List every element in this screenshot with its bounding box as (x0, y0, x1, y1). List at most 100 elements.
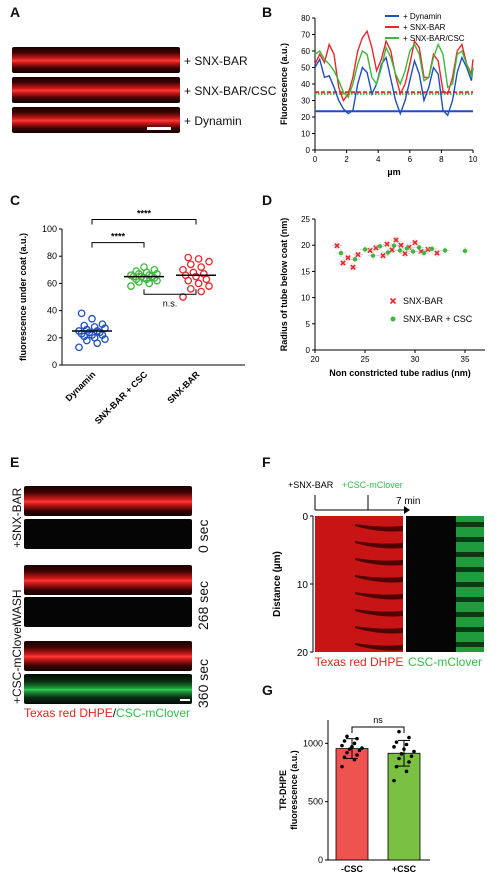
y-tick-label: 25 (301, 215, 310, 224)
panel-letter-a: A (10, 4, 21, 20)
y-tick-label: 0 (52, 360, 57, 370)
data-point (412, 239, 418, 246)
micrograph-snx-bar (12, 47, 180, 73)
kymo-dark-band (355, 626, 403, 634)
data-point (394, 764, 399, 769)
y-tick-label: 70 (301, 31, 310, 40)
y-tick-label: 80 (47, 251, 57, 261)
caption-f-green: CSC-mClover (408, 655, 482, 669)
caption-e-sep: / (112, 706, 117, 720)
data-point (392, 778, 396, 783)
y-tick-label: 1000 (303, 738, 323, 748)
data-point (384, 241, 390, 247)
x-tick-label: -CSC (341, 864, 363, 874)
x-tick-label: 20 (311, 355, 320, 364)
data-point (402, 250, 408, 257)
legend-label-1: SNX-BAR + CSC (403, 314, 473, 324)
kymo-dark-band (355, 558, 403, 566)
data-point (393, 237, 399, 243)
x-tick-label: +CSC (392, 864, 417, 874)
y-tick-label: 20 (47, 333, 57, 343)
legend-label-2: + SNX-BAR/CSC (403, 34, 465, 43)
kymo-dark-band (355, 643, 403, 651)
panel-letter-f: F (262, 454, 271, 470)
panel-letter-d: D (262, 192, 273, 208)
y-tick-label: 40 (47, 306, 57, 316)
data-point (357, 748, 362, 753)
x-tick-label: 6 (408, 155, 413, 164)
data-point (352, 257, 358, 262)
x-tick-label: SNX-BAR (165, 369, 201, 405)
y-tick-label: 5 (306, 320, 311, 329)
panel-letter-b: B (262, 4, 273, 20)
legend-marker-0 (389, 297, 397, 305)
data-point (398, 242, 404, 248)
time-label: 7 min (396, 496, 420, 507)
kymo-dark-band (355, 541, 403, 549)
data-point (355, 753, 359, 757)
y-axis-label-line-2: fluorescence (a.u.) (289, 750, 299, 830)
kymo-green-band (456, 522, 484, 527)
y-axis-label: Fluorescence (a.u.) (279, 43, 289, 125)
data-point (347, 747, 352, 751)
y-tick-label: 20 (297, 648, 309, 659)
chart-f: +SNX-BAR +CSC-mClover 7 min 0 10 20 Distance (… (272, 480, 484, 669)
legend-marker-1 (390, 316, 396, 322)
x-tick-label: 0 (313, 155, 318, 164)
kymo-green-band (456, 642, 484, 647)
data-point (194, 279, 203, 288)
chart-d: 0 5 10 15 20 25 20 25 30 35 Non constricted tube r… (279, 215, 485, 378)
data-point (377, 244, 383, 249)
x-tick-label: 4 (376, 155, 381, 164)
kymo-green-band (456, 537, 484, 542)
micrograph-e-black-1 (24, 519, 192, 549)
data-point (404, 769, 409, 774)
kymo-green-band (456, 612, 484, 617)
data-point (352, 757, 357, 762)
kymo-green-band (456, 627, 484, 632)
micrograph-e-black-2 (24, 597, 192, 627)
kymo-green-band (456, 597, 484, 602)
data-point (407, 760, 411, 764)
kymo-dark-band (355, 524, 403, 532)
data-point (345, 734, 349, 739)
data-point (186, 260, 195, 269)
series-line-0 (314, 55, 474, 117)
bar-0 (335, 748, 369, 861)
label-snx-bar-csc: + SNX-BAR/CSC (184, 84, 277, 98)
data-point (340, 260, 346, 266)
data-point (345, 750, 349, 755)
y-tick-label: 0 (306, 146, 311, 155)
bar-1 (387, 752, 421, 861)
y-axis-label-line-1: TR-DHPE (278, 770, 288, 810)
data-point (425, 246, 431, 253)
row-label-csc-mclover: +CSC-mClover (10, 622, 24, 704)
data-point (385, 250, 391, 255)
data-point (150, 265, 159, 274)
micrograph-e-red-1 (24, 486, 192, 516)
data-point (352, 741, 357, 746)
y-tick-label: 10 (301, 130, 310, 139)
row-label-wash: WASH (10, 589, 24, 625)
y-tick-label: 10 (297, 580, 309, 591)
caption-f-red: Texas red DHPE (315, 655, 404, 669)
data-point (397, 729, 401, 734)
scale-bar-e (180, 699, 190, 701)
data-point (389, 247, 395, 253)
data-point (402, 747, 406, 751)
data-point (399, 752, 404, 756)
data-point (416, 245, 422, 250)
data-point (199, 270, 208, 278)
data-point (338, 250, 344, 256)
sig-bracket-0 (91, 242, 145, 248)
data-point (394, 740, 399, 744)
row-label-snx-bar: +SNX-BAR (10, 487, 24, 548)
x-tick-label: SNX-BAR + CSC (93, 369, 150, 425)
data-point (397, 756, 401, 761)
x-tick-label: 35 (461, 355, 470, 364)
legend-label-1: + SNX-BAR (403, 23, 446, 32)
data-point (409, 754, 414, 758)
data-point (197, 263, 206, 271)
caption-e: Texas red DHPE/CSC-mClover (24, 706, 190, 720)
micrograph-e-red-3 (24, 641, 192, 671)
